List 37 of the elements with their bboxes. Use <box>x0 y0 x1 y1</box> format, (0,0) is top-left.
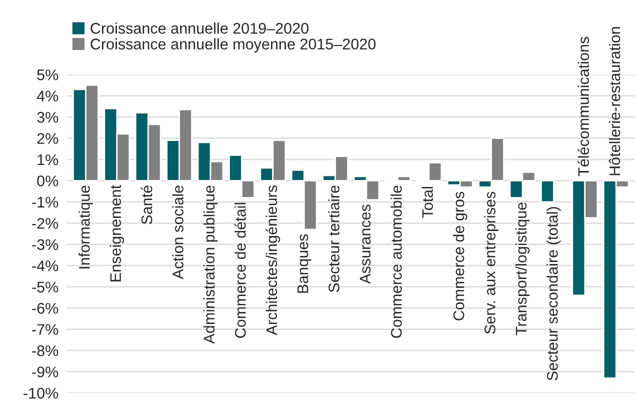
y-tick-label: 1% <box>38 154 58 166</box>
x-tick-label: Architectes/ingénieurs <box>266 185 280 336</box>
y-tick-label: 2% <box>37 133 58 144</box>
x-tick-label: Enseignement <box>110 185 124 282</box>
x-tick-label: Informatique <box>78 186 93 268</box>
legend-label: Croissance annuelle moyenne 2015–2020 <box>90 38 376 53</box>
y-tick-label: -6% <box>32 302 58 314</box>
y-tick-label: -3% <box>32 239 58 250</box>
y-tick-label: -2% <box>32 218 58 229</box>
legend-label: Croissance annuelle 2019–2020 <box>90 22 308 34</box>
x-tick-label: Banques <box>298 234 312 293</box>
x-tick-label: Commerce automobile <box>390 186 402 338</box>
y-tick-label: -4% <box>32 260 58 272</box>
y-tick-label: 5% <box>37 69 58 80</box>
y-tick-label: -1% <box>32 196 58 208</box>
y-tick-label: -8% <box>32 345 58 356</box>
x-tick-label: Secteur secondaire (total) <box>546 207 561 380</box>
x-tick-label: Télécommunications <box>578 36 589 176</box>
x-tick-label: Hôtellerie-restauration <box>608 27 620 176</box>
y-tick-label: 3% <box>37 112 58 123</box>
x-tick-label: Total <box>422 187 433 218</box>
x-tick-label: Transport/logistique <box>515 202 530 336</box>
y-tick-label: -7% <box>32 324 58 335</box>
y-tick-label: -9% <box>32 366 58 378</box>
bar <box>540 180 554 203</box>
x-tick-label: Secteur tertiaire <box>328 186 340 292</box>
x-tick-label: Action sociale <box>172 186 184 280</box>
y-tick-label: -5% <box>32 282 58 292</box>
y-tick-label: 0% <box>37 176 58 186</box>
x-tick-label: Assurances <box>360 204 371 284</box>
x-tick-label: Commerce de gros <box>452 192 468 320</box>
y-tick-label: 4% <box>36 90 58 102</box>
x-tick-label: Administration publique <box>203 186 218 344</box>
x-tick-label: Serv. aux entreprises <box>484 192 498 334</box>
y-tick-label: -10% <box>24 388 58 399</box>
x-tick-label: Santé <box>140 186 152 224</box>
x-tick-label: Commerce de détail <box>234 202 246 338</box>
